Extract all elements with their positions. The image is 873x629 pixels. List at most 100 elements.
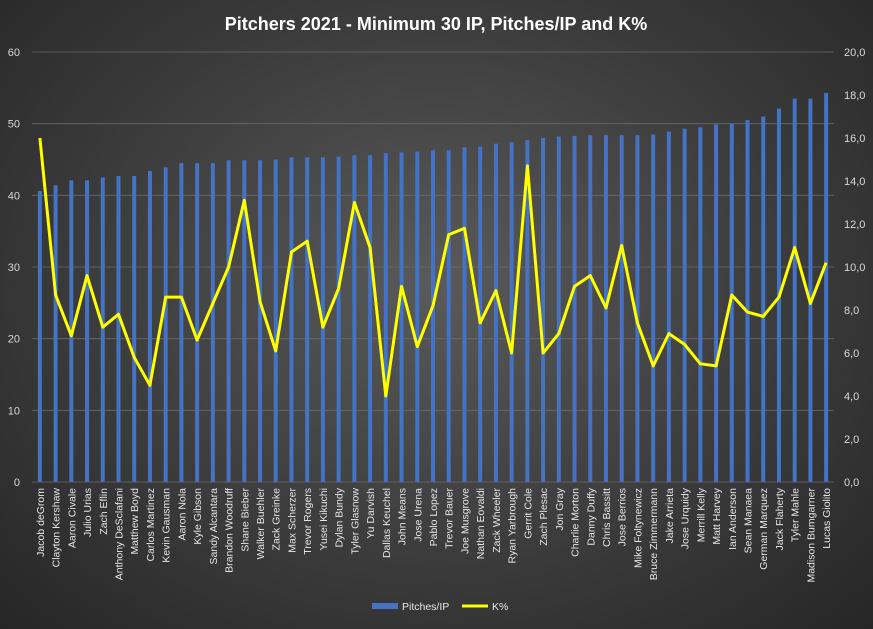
bar-pitches-per-ip xyxy=(352,155,357,482)
x-tick-label: Zack Wheeler xyxy=(491,488,503,553)
bar-pitches-per-ip xyxy=(163,167,168,482)
bar-pitches-per-ip xyxy=(226,160,231,482)
x-tick-label: Ian Anderson xyxy=(727,488,739,550)
bar-pitches-per-ip xyxy=(431,150,435,482)
x-tick-label: Trevor Bauer xyxy=(444,488,456,549)
bar-pitches-per-ip xyxy=(336,156,341,482)
x-tick-label: Jack Flaherty xyxy=(774,487,786,550)
bar-pitches-per-ip xyxy=(698,127,703,482)
x-tick-label: Jake Arrieta xyxy=(664,488,676,544)
x-tick-label: Aaron Nola xyxy=(176,488,188,541)
bar-pitches-per-ip xyxy=(179,163,184,483)
bar-pitches-per-ip xyxy=(682,128,687,482)
bar-pitches-per-ip xyxy=(258,160,263,482)
bar-pitches-per-ip xyxy=(273,159,278,482)
y-left-tick-label: 60 xyxy=(8,47,20,59)
x-tick-label: Jose Urquidy xyxy=(680,487,692,549)
chart-title: Pitchers 2021 - Minimum 30 IP, Pitches/I… xyxy=(225,14,648,34)
bar-pitches-per-ip xyxy=(714,124,719,482)
x-tick-label: German Marquez xyxy=(758,488,770,570)
right-axis: 0,0 2,0 4,0 6,0 8,0 10,0 12,0 14,0 16,0 18,0 20,0 xyxy=(844,47,865,489)
y-left-tick-label: 20 xyxy=(8,334,20,346)
x-tick-label: Trevor Rogers xyxy=(302,488,314,555)
bar-pitches-per-ip xyxy=(666,131,671,483)
bar-pitches-per-ip xyxy=(792,98,797,482)
legend: Pitches/IP K% xyxy=(372,601,508,613)
bar-pitches-per-ip xyxy=(242,160,247,482)
bar-pitches-per-ip xyxy=(493,143,498,482)
y-left-tick-label: 50 xyxy=(8,119,20,131)
x-tick-label: Merrill Kelly xyxy=(695,487,707,542)
x-tick-label: Julio Urias xyxy=(82,488,94,537)
y-right-tick-label: 0,0 xyxy=(844,477,859,489)
bar-pitches-per-ip xyxy=(462,147,467,483)
x-tick-label: Walker Buehler xyxy=(255,487,267,559)
x-tick-label: Charlie Morton xyxy=(570,488,582,557)
y-right-tick-label: 2,0 xyxy=(844,434,859,446)
x-tick-label: Jose Urena xyxy=(412,488,424,542)
bar-pitches-per-ip xyxy=(289,157,294,482)
bar-pitches-per-ip xyxy=(541,138,546,482)
y-right-tick-label: 18,0 xyxy=(844,90,865,102)
x-tick-label: Sandy Alcantara xyxy=(208,488,220,565)
bar-pitches-per-ip xyxy=(210,163,215,483)
bars-layer xyxy=(37,92,829,483)
bar-pitches-per-ip xyxy=(588,135,593,482)
legend-swatch-pitches-per-ip xyxy=(372,603,398,609)
bar-pitches-per-ip xyxy=(305,157,310,482)
bar-pitches-per-ip xyxy=(729,123,734,483)
x-tick-label: Zack Greinke xyxy=(271,488,283,551)
x-tick-label: Matthew Boyd xyxy=(129,488,141,555)
x-tick-label: Shane Bieber xyxy=(239,488,251,552)
bar-pitches-per-ip xyxy=(195,163,200,483)
y-right-tick-label: 20,0 xyxy=(844,47,865,59)
bar-pitches-per-ip xyxy=(572,135,577,482)
y-right-tick-label: 10,0 xyxy=(844,262,865,274)
y-right-tick-label: 8,0 xyxy=(844,305,859,317)
x-tick-label: Gerrit Cole xyxy=(522,488,534,539)
x-tick-label: Ryan Yarbrough xyxy=(507,488,519,564)
bar-pitches-per-ip xyxy=(399,152,404,483)
x-tick-label: Dallas Keuchel xyxy=(381,488,393,558)
bar-pitches-per-ip xyxy=(619,135,624,482)
x-tick-label: Pablo Lopez xyxy=(428,488,440,546)
x-tick-label: Chris Bassitt xyxy=(601,488,613,547)
bar-pitches-per-ip xyxy=(147,170,152,482)
x-tick-label: John Means xyxy=(397,488,409,545)
x-tick-label: Yu Darvish xyxy=(365,488,377,539)
legend-label-k-pct: K% xyxy=(492,601,508,613)
x-tick-label: Zach Eflin xyxy=(98,488,110,535)
bar-pitches-per-ip xyxy=(383,153,388,483)
y-right-tick-label: 6,0 xyxy=(844,348,859,360)
x-tick-label: Kyle Gibson xyxy=(192,488,204,545)
bar-pitches-per-ip xyxy=(808,98,813,482)
x-tick-label: Jon Gray xyxy=(554,487,566,530)
y-right-tick-label: 16,0 xyxy=(844,133,865,145)
bar-pitches-per-ip xyxy=(37,191,42,483)
bar-pitches-per-ip xyxy=(509,142,514,483)
bar-pitches-per-ip xyxy=(446,150,451,482)
x-tick-label: Jose Berrios xyxy=(617,488,629,546)
bar-pitches-per-ip xyxy=(53,185,58,483)
bar-pitches-per-ip xyxy=(824,92,829,482)
x-tick-label: Tyler Glasnow xyxy=(349,488,361,555)
x-tick-label: Yusei Kikuchi xyxy=(318,488,330,550)
y-left-tick-label: 0 xyxy=(14,477,20,489)
y-left-tick-label: 10 xyxy=(8,405,20,417)
bar-pitches-per-ip xyxy=(132,175,137,482)
y-right-tick-label: 4,0 xyxy=(844,391,859,403)
x-tick-label: Aaron Civale xyxy=(66,488,78,548)
x-tick-label: Lucas Giolito xyxy=(821,488,833,549)
bar-pitches-per-ip xyxy=(116,175,121,482)
left-axis: 0 10 20 30 40 50 60 xyxy=(8,47,20,489)
x-tick-label: Danny Duffy xyxy=(585,487,597,545)
bar-pitches-per-ip xyxy=(100,177,105,482)
x-tick-label: Tyler Mahle xyxy=(790,488,802,542)
x-tick-label: Dylan Bundy xyxy=(334,487,346,547)
y-right-tick-label: 12,0 xyxy=(844,219,865,231)
x-tick-label: Matt Harvey xyxy=(711,487,723,544)
line-layer xyxy=(38,137,828,398)
bar-pitches-per-ip xyxy=(745,120,750,482)
